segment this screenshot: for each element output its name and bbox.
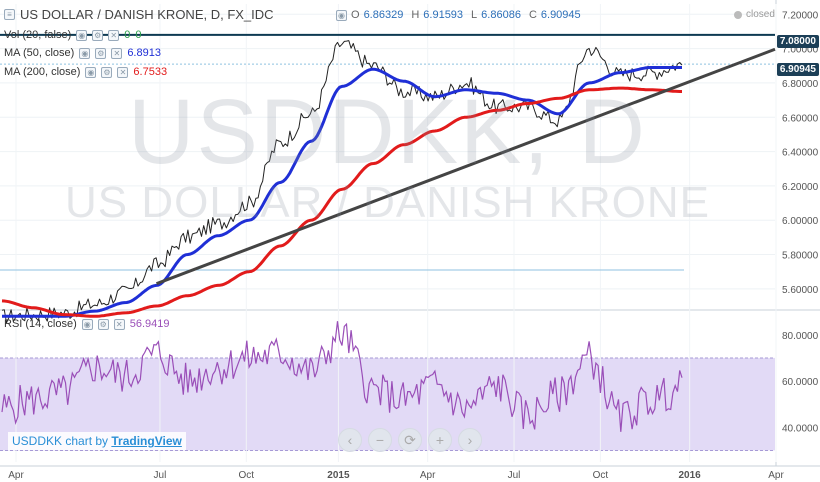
close-icon[interactable]: ✕ [117,66,129,78]
y-tick-label: 6.40000 [782,148,819,159]
main-legend: ≡ US DOLLAR / DANISH KRONE, D, FX_IDC [4,7,274,22]
legend-ma50[interactable]: MA (50, close) ◉ ⚙ ✕ 6.8913 [4,47,161,59]
legend-ma200-label: MA (200, close) [4,66,81,78]
x-tick-label: Oct [593,470,609,481]
current-price-tag: 6.90945 [776,63,819,76]
eye-icon[interactable]: ◉ [76,29,88,41]
credit-text: USDDKK chart by [12,434,109,448]
status-dot [734,10,742,19]
rsi-tick-label: 80.0000 [782,331,819,342]
ohlc-high-key: H [411,9,420,21]
series-line-rsi [1,321,683,432]
eye-icon[interactable]: ◉ [81,318,93,330]
gear-icon[interactable]: ⚙ [92,29,104,41]
chart-credit[interactable]: USDDKK chart by TradingView [8,432,186,450]
x-tick-label: 2015 [327,470,350,481]
close-icon[interactable]: ✕ [113,318,125,330]
gear-icon[interactable]: ⚙ [101,66,113,78]
x-tick-label: Apr [8,470,24,481]
eye-icon[interactable]: ◉ [79,47,91,59]
x-tick-label: Jul [154,470,167,481]
y-tick-label: 6.20000 [782,182,819,193]
bar-chart-icon[interactable]: ≡ [4,9,15,20]
legend-ma50-label: MA (50, close) [4,47,75,59]
ohlc-open-key: O [351,9,360,21]
chart-nav: ‹ − ⟳ + › [338,428,482,452]
ohlc-high: 6.91593 [423,9,464,21]
zoom-in-button[interactable]: + [428,428,452,452]
y-tick-label: 6.00000 [782,216,819,227]
y-tick-label: 5.80000 [782,251,819,262]
y-tick-label: 5.60000 [782,285,819,296]
y-tick-label: 6.60000 [782,113,819,124]
reset-view-button[interactable]: ⟳ [398,428,422,452]
series-line-ma50 [2,66,682,318]
legend-vol-label: Vol (20, false) [4,29,72,41]
y-tick-label: 6.80000 [782,79,819,90]
close-icon[interactable]: ✕ [108,29,120,41]
ohlc-close-key: C [528,9,537,21]
eye-icon[interactable]: ◉ [85,66,97,78]
symbol-title: US DOLLAR / DANISH KRONE, D, FX_IDC [20,7,274,22]
gear-icon[interactable]: ⚙ [97,318,109,330]
legend-rsi[interactable]: RSI (14, close) ◉ ⚙ ✕ 56.9419 [4,318,170,330]
x-tick-label: Apr [420,470,436,481]
ohlc-readout: ◉ O 6.86329 H 6.91593 L 6.86086 C 6.90945 [336,9,585,21]
legend-ma200-value: 6.7533 [133,66,168,78]
y-tick-label: 7.20000 [782,10,819,21]
close-icon[interactable]: ✕ [111,47,123,59]
series-line-ma200 [1,86,682,318]
status-text: closed [746,9,775,20]
legend-rsi-label: RSI (14, close) [4,318,77,330]
x-tick-label: Oct [239,470,255,481]
ohlc-close: 6.90945 [540,9,581,21]
x-tick-label: Jul [508,470,521,481]
ohlc-low: 6.86086 [481,9,521,21]
legend-ma200[interactable]: MA (200, close) ◉ ⚙ ✕ 6.7533 [4,66,167,78]
market-status: closed [734,9,775,20]
hline-price-tag: 7.08000 [776,35,819,48]
trendline [156,47,776,286]
scroll-forward-button[interactable]: › [458,428,482,452]
ohlc-low-key: L [471,9,478,21]
zoom-out-button[interactable]: − [368,428,392,452]
rsi-tick-label: 60.0000 [782,377,819,388]
legend-vol[interactable]: Vol (20, false) ◉ ⚙ ✕ 0 0 [4,29,142,41]
scroll-back-button[interactable]: ‹ [338,428,362,452]
x-tick-label: Apr [768,470,784,481]
x-tick-label: 2016 [679,470,702,481]
credit-brand-link[interactable]: TradingView [111,434,182,448]
legend-vol-v1: 0 [124,29,131,41]
legend-rsi-value: 56.9419 [129,318,170,330]
gear-icon[interactable]: ⚙ [95,47,107,59]
eye-icon[interactable]: ◉ [336,9,347,21]
rsi-tick-label: 40.0000 [782,423,819,434]
legend-vol-v2: 0 [135,29,142,41]
ohlc-open: 6.86329 [363,9,404,21]
legend-ma50-value: 6.8913 [127,47,161,59]
y-tick-label: 7.00000 [782,45,819,56]
